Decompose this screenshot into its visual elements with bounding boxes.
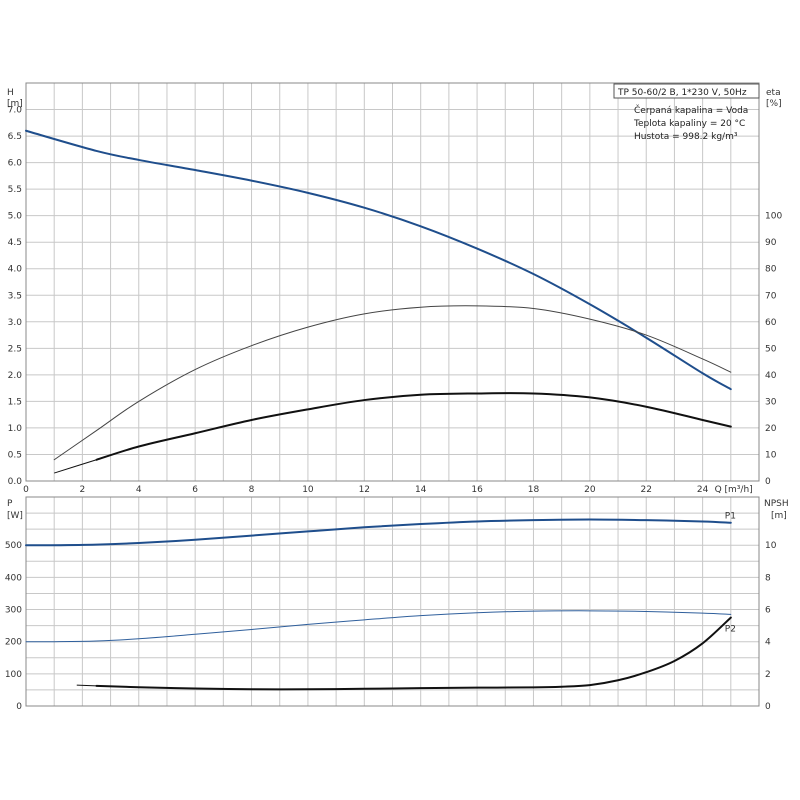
x-tick-label: 12 (359, 485, 370, 495)
x-tick-label: 24 (697, 485, 709, 495)
x-tick-label: 14 (415, 485, 427, 495)
y-right-axis-unit: [%] (766, 99, 782, 109)
bottom-series-1-line (25, 610, 732, 643)
y-left-tick-label: 3.0 (8, 318, 23, 328)
info-box-density: Hustota = 998.2 kg/m³ (634, 132, 738, 142)
y-right-tick-label: 100 (765, 212, 782, 222)
y-right-axis-label: NPSH (764, 499, 789, 509)
y-right-tick-label: 4 (765, 638, 771, 648)
info-box-liquid: Čerpaná kapalina = Voda (634, 104, 748, 116)
x-tick-label: 20 (584, 485, 596, 495)
y-right-tick-label: 70 (765, 291, 777, 301)
top-frame (25, 82, 760, 482)
x-tick-label: 10 (302, 485, 314, 495)
y-right-tick-label: 2 (765, 670, 771, 680)
top-series-0-line (25, 129, 732, 391)
series-name-label: P2 (725, 624, 736, 634)
y-left-tick-label: 400 (5, 573, 22, 583)
y-left-tick-label: 1.0 (8, 424, 23, 434)
bottom-grid (25, 496, 760, 707)
y-left-tick-label: 2.0 (8, 371, 23, 381)
info-box-title-frame (613, 83, 760, 99)
y-left-tick-label: 6.0 (8, 159, 23, 169)
bottom-series-2-extension (76, 684, 97, 687)
y-right-tick-label: 6 (765, 606, 771, 616)
top-grid (25, 82, 760, 482)
y-left-tick-label: 0.0 (8, 477, 23, 487)
y-right-tick-label: 80 (765, 265, 777, 275)
y-left-axis-label: P (7, 499, 13, 509)
y-right-tick-label: 10 (765, 541, 777, 551)
x-tick-label: 0 (23, 485, 29, 495)
x-tick-label: 22 (641, 485, 652, 495)
y-left-axis-label: H (7, 88, 14, 98)
x-tick-label: 2 (80, 485, 86, 495)
y-right-tick-label: 10 (765, 450, 777, 460)
y-left-tick-label: 500 (5, 541, 22, 551)
y-left-tick-label: 0 (16, 702, 22, 712)
y-left-tick-label: 2.5 (8, 344, 22, 354)
top-series-2-extension (54, 459, 97, 474)
y-right-tick-label: 90 (765, 238, 777, 248)
y-left-tick-label: 0.5 (8, 450, 22, 460)
x-tick-label: 6 (192, 485, 198, 495)
y-right-tick-label: 20 (765, 424, 777, 434)
y-left-tick-label: 5.5 (8, 185, 22, 195)
series-name-label: P1 (725, 512, 736, 522)
y-right-tick-label: 60 (765, 318, 777, 328)
bottom-frame (25, 496, 760, 707)
x-tick-label: 18 (528, 485, 540, 495)
info-box-model: TP 50-60/2 B, 1*230 V, 50Hz (617, 88, 747, 98)
bottom-series-0-line (25, 518, 732, 547)
info-box-temperature: Teplota kapaliny = 20 °C (633, 119, 745, 129)
y-left-tick-label: 4.5 (8, 238, 22, 248)
y-left-tick-label: 300 (5, 606, 22, 616)
series-layer (25, 129, 732, 691)
y-left-tick-label: 7.0 (8, 106, 23, 116)
y-right-tick-label: 30 (765, 397, 777, 407)
y-left-tick-label: 1.5 (8, 397, 22, 407)
y-right-tick-label: 0 (765, 477, 771, 487)
y-right-axis-unit: [m] (771, 511, 787, 521)
y-left-axis-unit: [m] (7, 99, 23, 109)
y-right-axis-label: eta (766, 88, 781, 98)
y-left-tick-label: 3.5 (8, 291, 22, 301)
y-left-tick-label: 5.0 (8, 212, 23, 222)
y-right-tick-label: 50 (765, 344, 777, 354)
y-left-tick-label: 100 (5, 670, 22, 680)
y-right-tick-label: 0 (765, 702, 771, 712)
x-tick-label: 16 (471, 485, 483, 495)
y-left-tick-label: 6.5 (8, 132, 22, 142)
y-left-tick-label: 200 (5, 638, 22, 648)
x-tick-label: 4 (136, 485, 142, 495)
labels-layer: 0.0 0.5 1.0 1.5 2.0 2.5 3.0 3.5 4.0 4.5 5.0 5.5 6.0 6… (5, 83, 789, 712)
top-series-2-line (95, 392, 732, 461)
bottom-series-2-line (95, 616, 732, 691)
y-right-tick-label: 8 (765, 573, 771, 583)
x-tick-label: 8 (249, 485, 255, 495)
x-axis-label: Q [m³/h] (715, 485, 753, 495)
top-series-1-line (53, 305, 732, 461)
y-left-tick-label: 4.0 (8, 265, 23, 275)
y-right-tick-label: 40 (765, 371, 777, 381)
y-left-axis-unit: [W] (7, 511, 23, 521)
